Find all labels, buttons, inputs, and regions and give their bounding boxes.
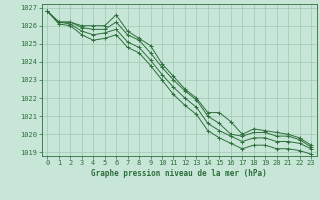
X-axis label: Graphe pression niveau de la mer (hPa): Graphe pression niveau de la mer (hPa) (91, 169, 267, 178)
